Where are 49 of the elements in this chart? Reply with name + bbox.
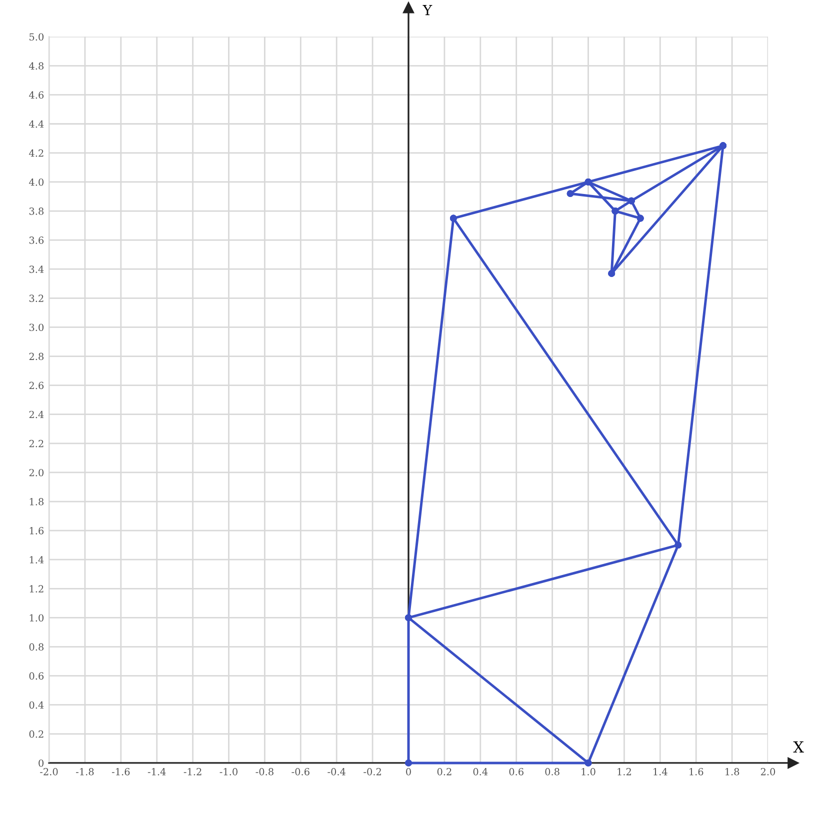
x-tick-label: -0.4 (328, 768, 346, 776)
x-tick-label: 0.8 (545, 768, 560, 776)
x-tick-label: 1.0 (582, 768, 596, 776)
y-tick-label: 1.2 (30, 585, 44, 592)
y-tick-label: 4.4 (28, 120, 44, 128)
y-tick-label: 2.4 (29, 410, 44, 418)
y-tick-label: 3.6 (29, 236, 44, 244)
y-tick-label: 1.0 (30, 614, 44, 622)
y-tick-label: 4.6 (28, 91, 44, 99)
x-tick-label: -0.8 (256, 768, 274, 776)
x-tick-label: 1.4 (654, 768, 668, 776)
x-tick-label: -2.0 (40, 768, 58, 776)
x-tick-label: 0.4 (473, 768, 488, 776)
y-tick-label: 1.6 (30, 527, 44, 534)
x-tick-label: -1.4 (148, 768, 166, 776)
x-tick-label: -0.6 (292, 768, 310, 776)
y-tick-label: 0.4 (29, 701, 44, 709)
y-tick-label: 2.2 (29, 440, 44, 448)
x-tick-label: -1.2 (184, 768, 202, 776)
x-tick-label: 1.8 (725, 768, 740, 776)
x-tick-label: -1.0 (220, 768, 238, 776)
y-axis-title: Y (422, 5, 432, 16)
y-tick-label: 4.0 (28, 178, 44, 186)
y-tick-label: 0.6 (29, 672, 44, 680)
y-tick-label: 3.2 (29, 294, 44, 302)
x-tick-label: 0.2 (437, 768, 452, 776)
y-tick-label: 0.8 (29, 643, 44, 651)
y-tick-label: 1.4 (30, 556, 44, 564)
y-tick-label: 4.8 (28, 62, 44, 70)
x-tick-label: -1.6 (112, 768, 130, 776)
x-axis-title: X (793, 741, 804, 753)
x-tick-label: 1.2 (618, 768, 631, 776)
y-tick-label: 2.8 (29, 352, 44, 360)
y-tick-label: 0 (38, 759, 44, 767)
x-tick-label: 2.0 (760, 768, 776, 776)
y-tick-label: 1.8 (30, 498, 44, 506)
x-tick-label: 0 (406, 768, 411, 776)
x-tick-label: 0.6 (509, 768, 524, 776)
y-tick-label: 3.8 (29, 207, 44, 215)
x-tick-label: -1.8 (76, 768, 94, 776)
y-tick-label: 3.0 (29, 324, 44, 332)
y-tick-label: 0.2 (29, 730, 44, 738)
x-tick-label: 1.6 (690, 768, 704, 776)
y-tick-label: 4.2 (28, 149, 44, 157)
y-tick-label: 3.4 (29, 266, 44, 273)
y-tick-label: 2.6 (29, 382, 44, 390)
y-tick-label: 5.0 (30, 33, 44, 41)
x-tick-label: -0.2 (364, 768, 381, 776)
y-tick-label: 2.0 (29, 468, 44, 476)
